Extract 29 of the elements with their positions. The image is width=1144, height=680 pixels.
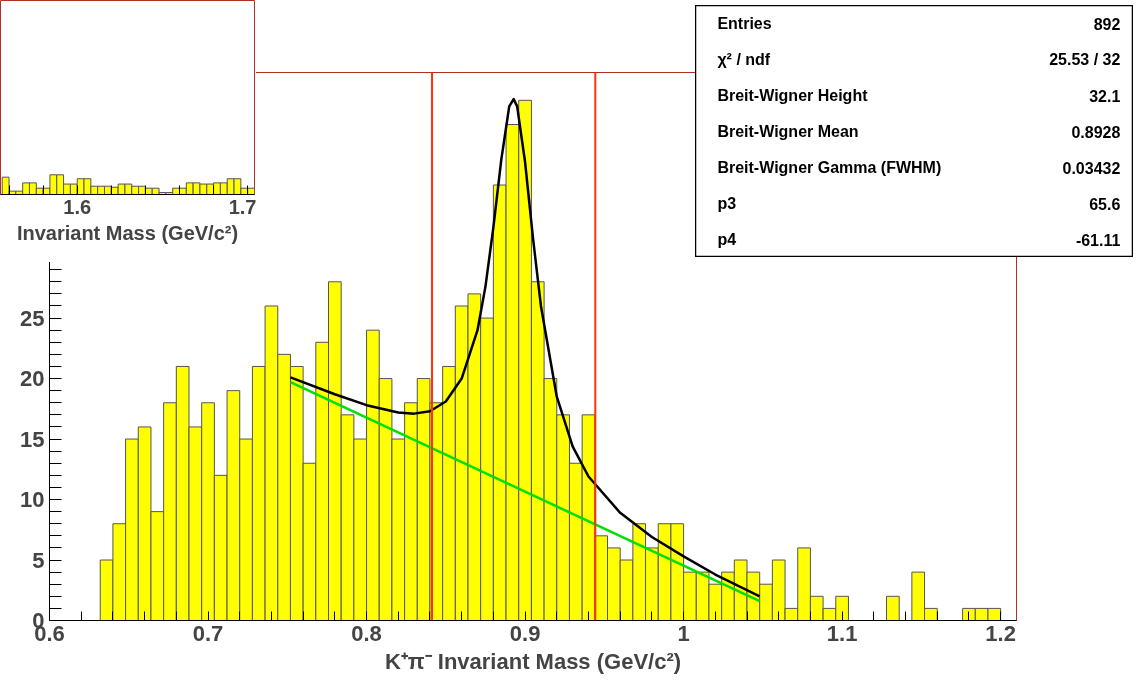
annotation: p4 — [717, 231, 737, 248]
annotation: Breit-Wigner Height — [717, 87, 869, 104]
x-tick-label: 0.9 — [509, 620, 541, 646]
text: χ² / ndf — [717, 51, 771, 68]
text: Entries — [717, 15, 772, 32]
y-tick-label: 10 — [20, 487, 45, 513]
y-tick-label: 25 — [20, 305, 45, 331]
x-tick-label: 1 — [677, 620, 690, 646]
x-axis-title: Invariant Mass (GeV/c²) — [16, 221, 239, 244]
y-tick-label: 5 — [32, 547, 45, 573]
annotation: p3 — [717, 195, 737, 212]
text: 0.03432 — [1062, 159, 1121, 177]
annotation: Breit-Wigner Mean — [717, 123, 859, 140]
x-tick-label: 1.2 — [985, 620, 1016, 646]
text: 0.8928 — [1071, 123, 1121, 141]
x-tick-label: 1.6 — [63, 195, 92, 218]
x-tick-label: 1.7 — [228, 195, 257, 218]
y-tick-label: 15 — [20, 426, 45, 452]
text: 32.1 — [1089, 87, 1121, 105]
text: 25.53 / 32 — [1049, 51, 1121, 68]
x-tick-label: 0.7 — [192, 620, 224, 646]
x-axis-title: K⁺π⁻ Invariant Mass (GeV/c²) — [384, 648, 682, 674]
x-tick-label: 1.1 — [826, 620, 858, 646]
text: 65.6 — [1089, 195, 1121, 213]
text: -61.11 — [1075, 231, 1121, 249]
text: 892 — [1093, 15, 1121, 33]
annotation: Breit-Wigner Gamma (FWHM) — [717, 159, 942, 176]
y-tick-label: 20 — [20, 366, 45, 392]
x-tick-label: 0.8 — [351, 620, 382, 646]
